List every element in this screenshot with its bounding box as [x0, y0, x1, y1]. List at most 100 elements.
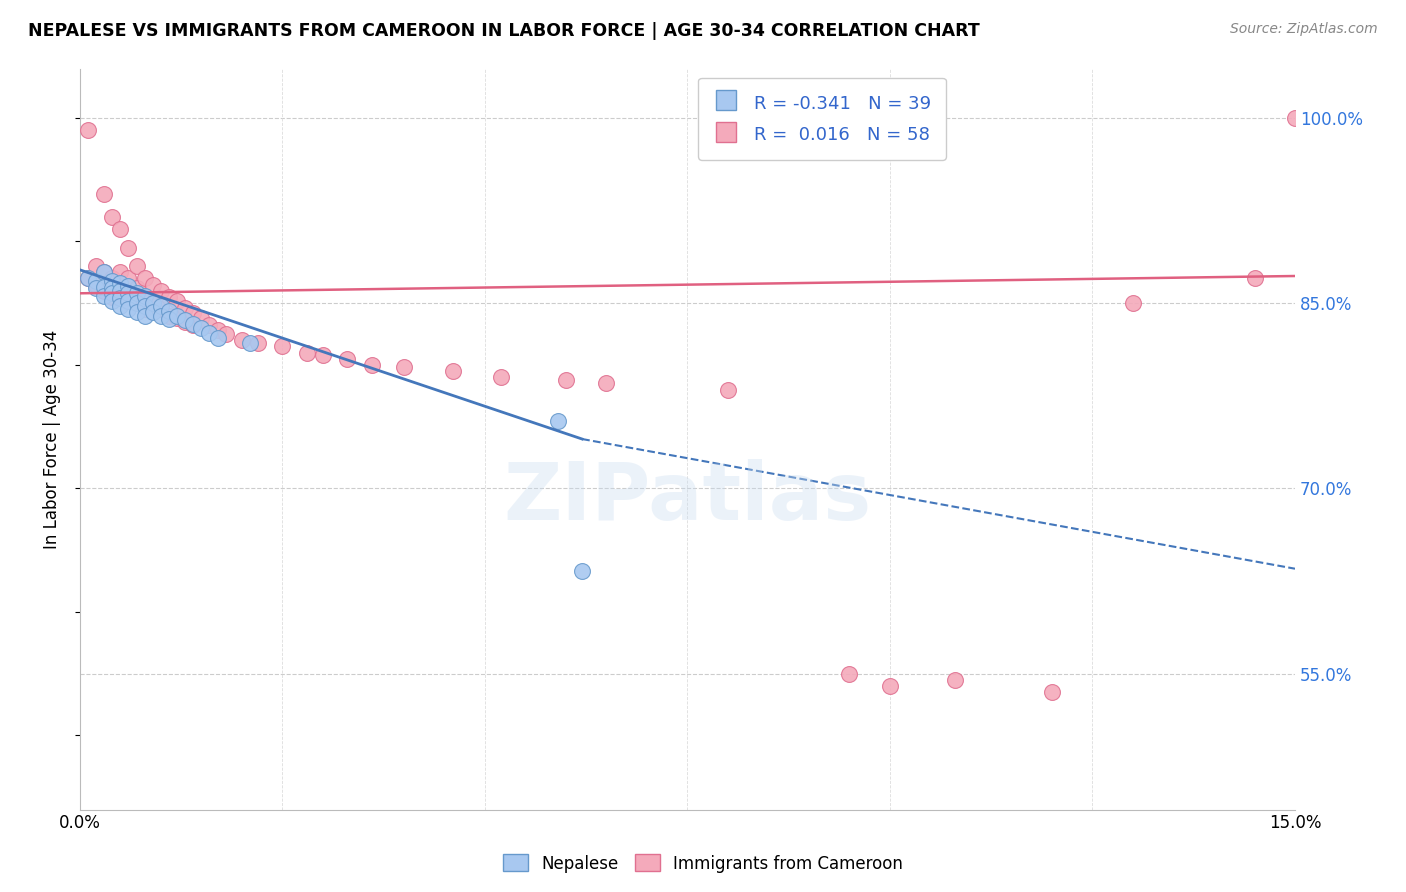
Point — [84, 274, 107, 288]
Point — [84, 259, 107, 273]
Y-axis label: In Labor Force | Age 30-34: In Labor Force | Age 30-34 — [44, 329, 60, 549]
Point — [207, 331, 229, 345]
Point — [77, 271, 100, 285]
Point — [110, 291, 132, 305]
Text: NEPALESE VS IMMIGRANTS FROM CAMEROON IN LABOR FORCE | AGE 30-34 CORRELATION CHAR: NEPALESE VS IMMIGRANTS FROM CAMEROON IN … — [28, 22, 980, 40]
Point — [1122, 296, 1144, 310]
Point — [110, 265, 132, 279]
Point — [84, 277, 107, 292]
Point — [149, 299, 172, 313]
Point — [943, 673, 966, 687]
Point — [571, 564, 593, 578]
Point — [489, 370, 512, 384]
Point — [166, 310, 188, 325]
Point — [181, 317, 204, 331]
Point — [134, 302, 156, 317]
Point — [239, 335, 262, 350]
Point — [101, 286, 124, 301]
Point — [392, 360, 415, 375]
Point — [838, 666, 860, 681]
Point — [174, 315, 197, 329]
Point — [149, 302, 172, 317]
Point — [295, 345, 318, 359]
Point — [190, 321, 212, 335]
Point — [215, 326, 238, 341]
Point — [157, 290, 180, 304]
Point — [142, 296, 165, 310]
Point — [93, 265, 115, 279]
Point — [441, 364, 464, 378]
Point — [101, 293, 124, 308]
Point — [134, 309, 156, 323]
Text: ZIPatlas: ZIPatlas — [503, 459, 872, 537]
Point — [555, 373, 578, 387]
Point — [101, 281, 124, 295]
Point — [547, 413, 569, 427]
Point — [1243, 271, 1265, 285]
Point — [157, 309, 180, 323]
Point — [93, 280, 115, 294]
Point — [595, 376, 617, 391]
Point — [247, 335, 270, 350]
Text: Source: ZipAtlas.com: Source: ZipAtlas.com — [1230, 22, 1378, 37]
Point — [110, 222, 132, 236]
Point — [125, 281, 148, 295]
Legend: R = -0.341   N = 39, R =  0.016   N = 58: R = -0.341 N = 39, R = 0.016 N = 58 — [699, 78, 946, 160]
Point — [142, 296, 165, 310]
Point — [84, 281, 107, 295]
Point — [134, 271, 156, 285]
Point — [134, 289, 156, 303]
Point — [142, 277, 165, 292]
Point — [101, 290, 124, 304]
Point — [198, 326, 221, 340]
Point — [93, 284, 115, 298]
Point — [101, 274, 124, 288]
Point — [125, 305, 148, 319]
Point — [271, 339, 294, 353]
Point — [117, 290, 139, 304]
Point — [110, 277, 132, 291]
Point — [166, 293, 188, 308]
Point — [157, 312, 180, 326]
Point — [134, 299, 156, 313]
Point — [166, 309, 188, 323]
Point — [117, 278, 139, 293]
Legend: Nepalese, Immigrants from Cameroon: Nepalese, Immigrants from Cameroon — [496, 847, 910, 880]
Point — [117, 286, 139, 301]
Point — [101, 271, 124, 285]
Point — [336, 351, 359, 366]
Point — [117, 241, 139, 255]
Point — [117, 293, 139, 308]
Point — [231, 333, 253, 347]
Point — [181, 318, 204, 333]
Point — [117, 271, 139, 285]
Point — [117, 302, 139, 317]
Point — [110, 284, 132, 298]
Point — [360, 358, 382, 372]
Point — [157, 303, 180, 318]
Point — [77, 271, 100, 285]
Point — [101, 210, 124, 224]
Point — [174, 301, 197, 315]
Point — [134, 290, 156, 304]
Point — [77, 123, 100, 137]
Point — [190, 310, 212, 325]
Point — [142, 305, 165, 319]
Point — [125, 259, 148, 273]
Point — [93, 289, 115, 303]
Point — [1284, 111, 1306, 125]
Point — [149, 309, 172, 323]
Point — [181, 306, 204, 320]
Point — [207, 323, 229, 337]
Point — [93, 265, 115, 279]
Point — [125, 296, 148, 310]
Point — [125, 296, 148, 310]
Point — [879, 679, 901, 693]
Point — [312, 348, 335, 362]
Point — [1040, 685, 1063, 699]
Point — [110, 284, 132, 298]
Point — [110, 299, 132, 313]
Point — [125, 286, 148, 301]
Point — [149, 284, 172, 298]
Point — [174, 313, 197, 327]
